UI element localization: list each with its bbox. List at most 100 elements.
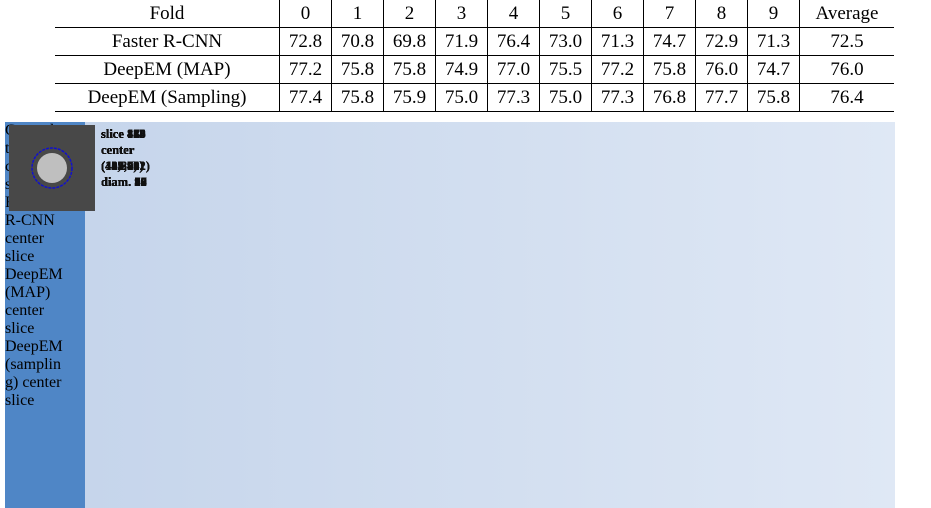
table-cell: 74.7	[643, 27, 696, 56]
cell-line: diam. 16	[101, 175, 147, 189]
table-row: DeepEM (Sampling) 77.4 75.8 75.9 75.0 77.3 75.…	[55, 83, 894, 112]
cell-line: slice 114	[101, 127, 146, 141]
cell-line: (48,240)	[101, 159, 144, 173]
cell-line: slice 113	[101, 127, 146, 141]
cell-text: slice 84 center (48,241) diam. 8	[101, 126, 144, 190]
cell-line: slice 48	[101, 127, 140, 141]
cell-line: (129,99)	[101, 159, 144, 173]
cell-line: slice 47	[101, 127, 140, 141]
cell-text: slice 126 center (127,98) diam. 19	[101, 126, 147, 190]
table-row: DeepEM (MAP) 77.2 75.8 75.8 74.9 77.0 75.5 77.2…	[55, 55, 894, 84]
row-label-line: DeepEM	[5, 338, 63, 355]
table-cell: 75.0	[539, 83, 592, 112]
header-cell: 0	[279, 0, 332, 28]
row-label-line: DeepEM	[5, 266, 63, 283]
header-row: Fold 0 1 2 3 4 5 6 7 8 9 Average	[55, 0, 894, 28]
table-cell: 75.8	[331, 55, 384, 84]
cell-line: center	[101, 143, 135, 157]
cell-line: (48,242)	[101, 159, 144, 173]
cell-line: slice 126	[101, 127, 146, 141]
header-cell: Average	[799, 0, 894, 28]
cell-line: diam. 13	[101, 175, 147, 189]
cell-line: (41,88)	[101, 159, 138, 173]
cell-line: slice 84	[101, 127, 140, 141]
row-label-line: center	[5, 230, 45, 247]
cell-text: slice 83 center (48,240) diam. 9	[101, 126, 144, 190]
table-cell: 75.9	[383, 83, 436, 112]
cell-line: diam. 12	[101, 175, 147, 189]
table-cell: 76.4	[487, 27, 540, 56]
cell-line: center	[101, 143, 135, 157]
cell-line: center	[101, 143, 135, 157]
row-label-line: g) center	[5, 374, 62, 391]
table-cell: 71.3	[747, 27, 800, 56]
cell-text: slice 128 center (129,98) diam. 16	[101, 126, 147, 190]
table-cell: 75.5	[539, 55, 592, 84]
table-cell: 77.0	[487, 55, 540, 84]
cell-line: center	[101, 143, 135, 157]
table-cell: 75.8	[383, 55, 436, 84]
cell-text: slice 111 center (138,74) diam. 36	[101, 126, 147, 190]
cell-text: slice 48 center (122,202) diam. 15	[101, 126, 150, 190]
cell-text: slice 113 center (41,88) diam. 5	[101, 126, 145, 190]
row-label-line: slice	[5, 392, 35, 409]
row-label-line: center	[5, 302, 45, 319]
table-cell: 77.2	[279, 55, 332, 84]
table-cell: 69.8	[383, 27, 436, 56]
table-cell: DeepEM (Sampling)	[55, 83, 280, 112]
cell-line: center	[101, 143, 135, 157]
table-cell: 77.4	[279, 83, 332, 112]
cell-line: (40,88)	[101, 159, 138, 173]
cell-line: (121,201)	[101, 159, 150, 173]
row-label-line: R-CNN	[5, 212, 55, 229]
ct-image	[9, 125, 95, 211]
cell-line: slice 113	[101, 127, 146, 141]
table-cell: 71.9	[435, 27, 488, 56]
table-cell: 75.0	[435, 83, 488, 112]
cell-line: (48,241)	[101, 159, 144, 173]
cell-line: diam. 16	[101, 175, 147, 189]
cell-line: (129,98)	[101, 159, 144, 173]
cell-line: diam. 5	[101, 175, 141, 189]
cell-line: slice 128	[101, 127, 146, 141]
cell-line: (137,73)	[101, 159, 144, 173]
cell-line: (137,73)	[101, 159, 144, 173]
cell-line: diam. 9	[101, 175, 141, 189]
cell-line: diam. 15	[101, 175, 147, 189]
cell-line: diam. 29	[101, 175, 147, 189]
nodule-shape	[37, 153, 67, 183]
table-cell: 74.9	[435, 55, 488, 84]
row-label: DeepEM (samplin g) center slice	[5, 338, 85, 410]
table-cell: 77.7	[695, 83, 748, 112]
cell-line: diam. 19	[101, 175, 147, 189]
row-label-line: (samplin	[5, 356, 61, 373]
cell-line: slice 114	[101, 127, 146, 141]
cell-line: diam. 28	[101, 175, 147, 189]
cell-line: center	[101, 143, 135, 157]
cell-text: slice 113 center (137,73) diam. 29	[101, 126, 147, 190]
table-cell: Faster R-CNN	[55, 27, 280, 56]
cell-line: (41,88)	[101, 159, 138, 173]
table-cell: 75.8	[643, 55, 696, 84]
detection-panel: GroundtruthcentersliceFasterR-CNNcenters…	[5, 122, 895, 508]
row-label-line: (MAP)	[5, 284, 51, 301]
cell-line: (122,202)	[101, 159, 150, 173]
cell-line: center	[101, 143, 135, 157]
cell-text: slice 47 center (122,202) diam. 12	[101, 126, 150, 190]
cell-text: slice 84 center (48,241) diam. 8	[101, 126, 144, 190]
cell-text: slice 113 center (137,73) diam. 28	[101, 126, 147, 190]
nodule-shape	[31, 147, 73, 189]
cell-line: diam. 9	[101, 175, 141, 189]
table-cell: 77.2	[591, 55, 644, 84]
cell-text: slice 84 center (48,242) diam. 10	[101, 126, 147, 190]
table-cell: 77.3	[591, 83, 644, 112]
table-cell: 77.3	[487, 83, 540, 112]
header-cell: 3	[435, 0, 488, 28]
header-cell: 5	[539, 0, 592, 28]
cell-line: diam. 8	[101, 175, 141, 189]
cell-line: center	[101, 143, 135, 157]
table-cell: 71.3	[591, 27, 644, 56]
cell-text: slice 46 center (121,201) diam. 13	[101, 126, 150, 190]
cell-line: slice 46	[101, 127, 140, 141]
